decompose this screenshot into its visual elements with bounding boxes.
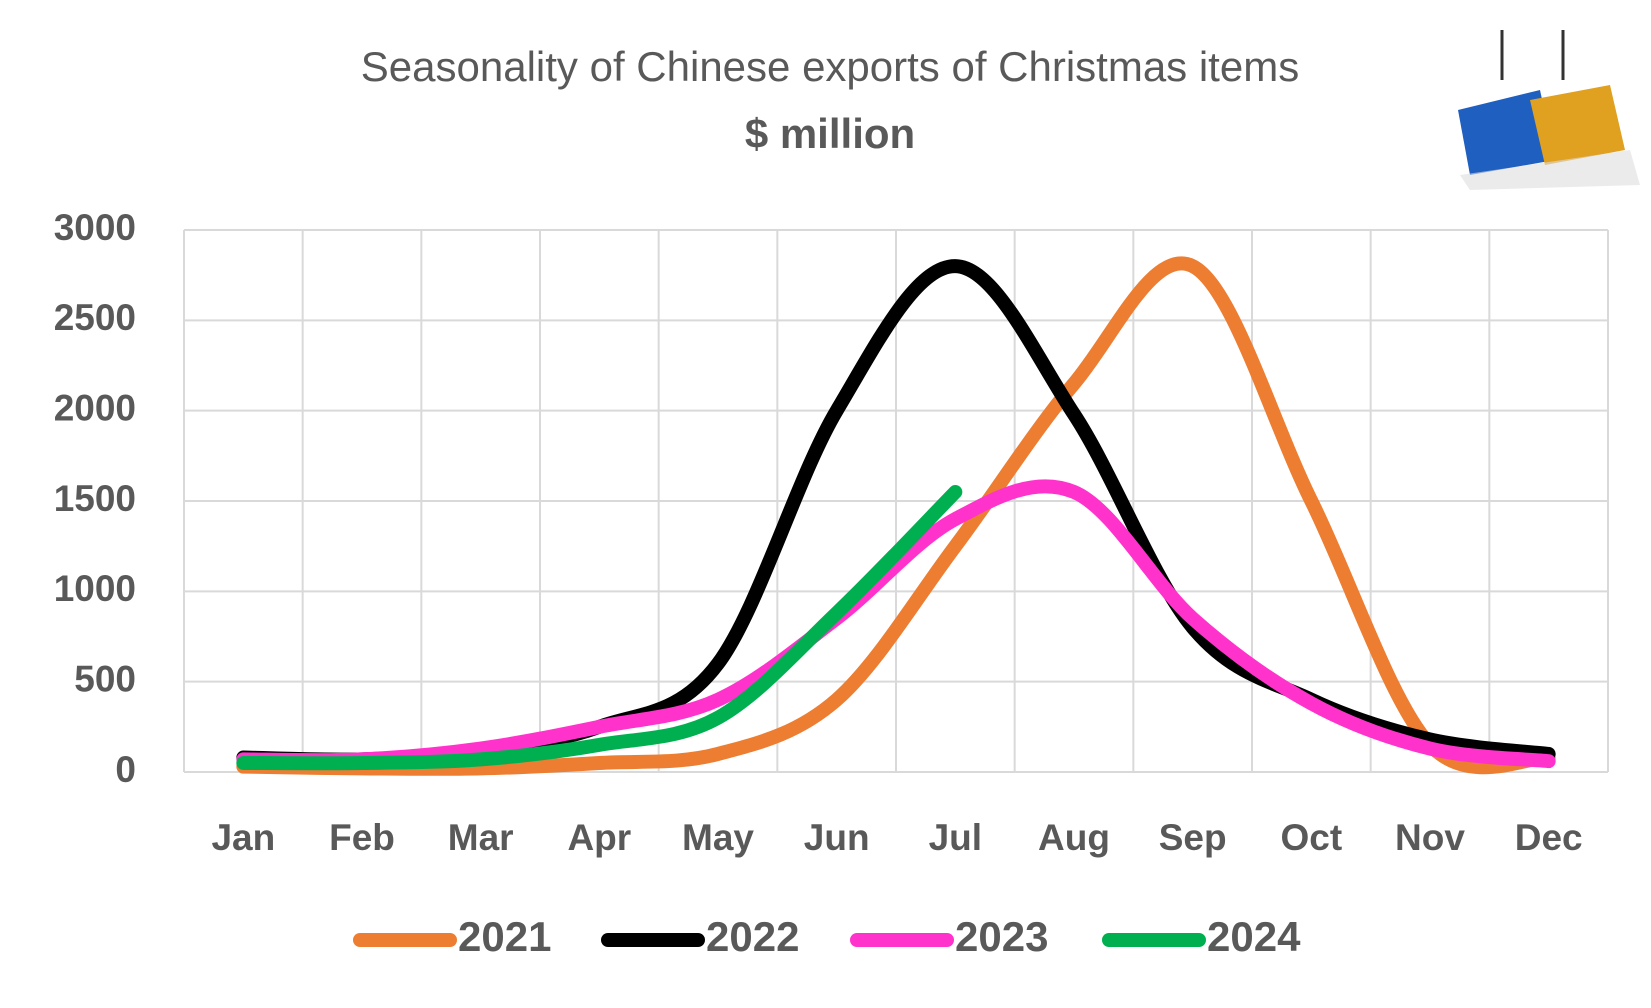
x-tick-label: Jan — [211, 817, 275, 858]
y-tick-label: 1000 — [54, 568, 136, 609]
y-tick-label: 0 — [115, 749, 136, 790]
x-tick-label: May — [682, 817, 754, 858]
x-tick-label: Feb — [329, 817, 395, 858]
line-series — [236, 484, 963, 771]
y-tick-label: 1500 — [54, 478, 136, 519]
x-tick-label: Jun — [804, 817, 870, 858]
y-tick-label: 2000 — [54, 387, 136, 428]
chart-title: Seasonality of Chinese exports of Christ… — [361, 43, 1299, 90]
x-tick-label: Sep — [1159, 817, 1227, 858]
x-tick-label: Apr — [567, 817, 631, 858]
logo — [1458, 30, 1640, 190]
legend-label: 2022 — [706, 913, 799, 960]
chart-subtitle: $ million — [745, 110, 915, 157]
x-tick-label: Nov — [1395, 817, 1465, 858]
y-tick-label: 3000 — [54, 207, 136, 248]
y-tick-label: 500 — [74, 658, 136, 699]
x-tick-label: Aug — [1038, 817, 1110, 858]
x-tick-label: Jul — [929, 817, 982, 858]
x-tick-label: Mar — [448, 817, 514, 858]
line-series — [236, 256, 1556, 776]
y-tick-label: 2500 — [54, 297, 136, 338]
line-series — [236, 479, 1556, 769]
x-tick-label: Oct — [1280, 817, 1342, 858]
x-tick-label: Dec — [1515, 817, 1583, 858]
legend-label: 2021 — [458, 913, 551, 960]
legend-label: 2024 — [1207, 913, 1301, 960]
legend-label: 2023 — [955, 913, 1048, 960]
